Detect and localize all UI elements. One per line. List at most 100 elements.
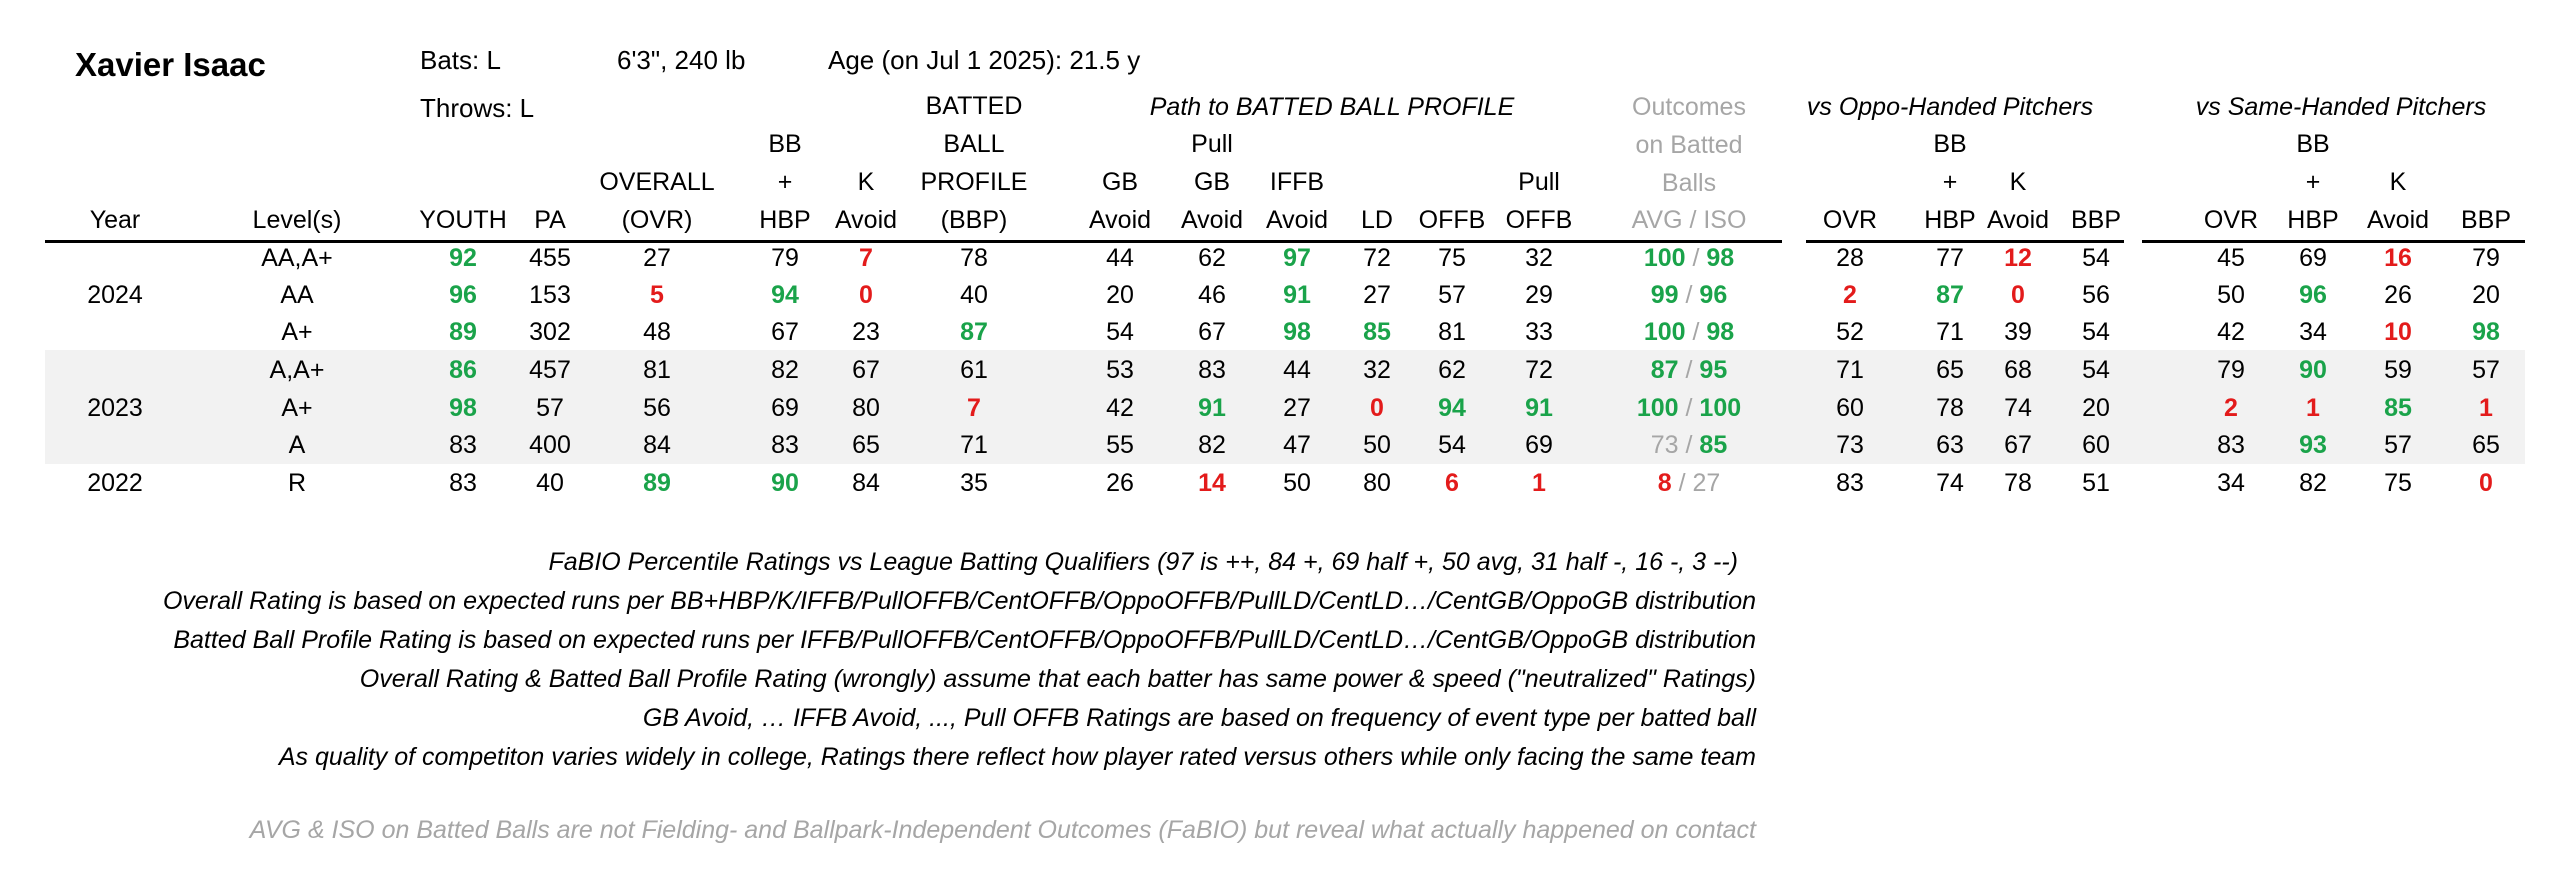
row-year: 2024 <box>87 281 143 309</box>
cell-iffb: 91 <box>1283 281 1311 309</box>
outcomes-header-3: Balls <box>1661 169 1717 197</box>
cell-pa: 455 <box>529 244 571 272</box>
cell-s_bbp: 20 <box>2472 281 2500 309</box>
cell-gb: 42 <box>1106 394 1134 422</box>
cell-o_ovr: 28 <box>1836 244 1864 272</box>
note-frequency: GB Avoid, … IFFB Avoid, ..., Pull OFFB R… <box>642 704 1756 732</box>
cell-o_bb: 63 <box>1936 431 1964 459</box>
same-header: vs Same-Handed Pitchers <box>2195 93 2487 121</box>
row-year: 2022 <box>87 469 143 497</box>
cell-iffb: 27 <box>1283 394 1311 422</box>
cell-levels: AA,A+ <box>261 244 333 272</box>
cell-s_bb: 90 <box>2299 356 2327 384</box>
cell-k: 65 <box>852 431 880 459</box>
cell-offb: 6 <box>1445 469 1459 497</box>
cell-iffb: 47 <box>1283 431 1311 459</box>
column-header-pgb: GB <box>1193 168 1231 196</box>
cell-pgb: 46 <box>1198 281 1226 309</box>
cell-o_bb: 77 <box>1936 244 1964 272</box>
column-header-youth: YOUTH <box>419 206 507 234</box>
iso-value: 100 <box>1699 394 1742 422</box>
column-header-bbp: (BBP) <box>940 206 1008 234</box>
cell-o_bbp: 20 <box>2082 394 2110 422</box>
header-rule-same <box>2142 240 2525 243</box>
note-overall: Overall Rating is based on expected runs… <box>162 587 1756 615</box>
column-header-o_k: K <box>2009 168 2027 196</box>
cell-s_bbp: 1 <box>2479 394 2493 422</box>
cell-ld: 27 <box>1363 281 1391 309</box>
cell-ld: 32 <box>1363 356 1391 384</box>
cell-bb: 67 <box>771 318 799 346</box>
column-header-poffb: Pull <box>1518 168 1560 196</box>
bats-label: Bats: L <box>420 45 501 75</box>
iso-value: 27 <box>1692 469 1721 497</box>
note-neutralized: Overall Rating & Batted Ball Profile Rat… <box>359 665 1756 693</box>
note-scale: FaBIO Percentile Ratings vs League Batti… <box>548 548 1738 576</box>
cell-pgb: 82 <box>1198 431 1226 459</box>
cell-poffb: 1 <box>1532 469 1546 497</box>
column-header-s_bb: + <box>2305 168 2321 196</box>
cell-o_k: 0 <box>2011 281 2025 309</box>
avg-iso-cell: 100 / 98 <box>1644 320 1734 345</box>
cell-o_ovr: 52 <box>1836 318 1864 346</box>
cell-youth: 83 <box>449 431 477 459</box>
column-header-ld: LD <box>1361 206 1393 234</box>
cell-pa: 457 <box>529 356 571 384</box>
avg-value: 73 <box>1650 431 1679 459</box>
cell-s_k: 26 <box>2384 281 2412 309</box>
cell-o_ovr: 83 <box>1836 469 1864 497</box>
cell-o_bbp: 54 <box>2082 356 2110 384</box>
avg-value: 100 <box>1643 244 1686 272</box>
height-weight: 6'3", 240 lb <box>617 45 746 75</box>
avg-value: 100 <box>1636 394 1679 422</box>
iso-value: 96 <box>1699 281 1728 309</box>
column-header-year: Year <box>89 206 141 234</box>
cell-k: 0 <box>859 281 873 309</box>
cell-s_k: 10 <box>2384 318 2412 346</box>
cell-poffb: 72 <box>1525 356 1553 384</box>
cell-o_bbp: 51 <box>2082 469 2110 497</box>
cell-levels: AA <box>280 281 314 309</box>
iso-value: 95 <box>1699 356 1728 384</box>
iso-value: 98 <box>1706 318 1735 346</box>
avg-iso-separator: / <box>1678 356 1700 384</box>
column-header-o_bb: BB <box>1933 130 1967 158</box>
cell-s_k: 59 <box>2384 356 2412 384</box>
cell-o_ovr: 60 <box>1836 394 1864 422</box>
cell-bb: 83 <box>771 431 799 459</box>
cell-ovr: 56 <box>643 394 671 422</box>
cell-s_bb: 96 <box>2299 281 2327 309</box>
cell-o_ovr: 73 <box>1836 431 1864 459</box>
cell-pa: 40 <box>536 469 564 497</box>
cell-youth: 96 <box>449 281 477 309</box>
column-header-o_bbp: BBP <box>2070 206 2122 234</box>
cell-s_ovr: 2 <box>2224 394 2238 422</box>
cell-s_bb: 93 <box>2299 431 2327 459</box>
row-year: 2023 <box>87 394 143 422</box>
cell-o_bbp: 54 <box>2082 318 2110 346</box>
cell-poffb: 91 <box>1525 394 1553 422</box>
avg-iso-cell: 87 / 95 <box>1651 358 1727 383</box>
cell-pa: 400 <box>529 431 571 459</box>
avg-iso-cell: 99 / 96 <box>1651 283 1727 308</box>
column-header-bbp: BALL <box>943 130 1005 158</box>
cell-poffb: 32 <box>1525 244 1553 272</box>
cell-bb: 90 <box>771 469 799 497</box>
cell-iffb: 97 <box>1283 244 1311 272</box>
cell-bbp: 61 <box>960 356 988 384</box>
cell-bb: 94 <box>771 281 799 309</box>
column-header-s_bb: BB <box>2296 130 2330 158</box>
avg-iso-separator: / <box>1685 244 1707 272</box>
cell-bbp: 87 <box>960 318 988 346</box>
column-header-poffb: OFFB <box>1505 206 1573 234</box>
column-header-o_bb: + <box>1942 168 1958 196</box>
header-rule-oppo <box>1806 240 2124 243</box>
path-header: Path to BATTED BALL PROFILE <box>1149 93 1515 121</box>
age-label: Age (on Jul 1 2025): 21.5 y <box>828 45 1141 75</box>
avg-iso-separator: / <box>1671 469 1693 497</box>
column-header-iffb: IFFB <box>1269 168 1325 196</box>
cell-youth: 98 <box>449 394 477 422</box>
cell-s_bbp: 0 <box>2479 469 2493 497</box>
cell-o_bb: 65 <box>1936 356 1964 384</box>
cell-offb: 54 <box>1438 431 1466 459</box>
